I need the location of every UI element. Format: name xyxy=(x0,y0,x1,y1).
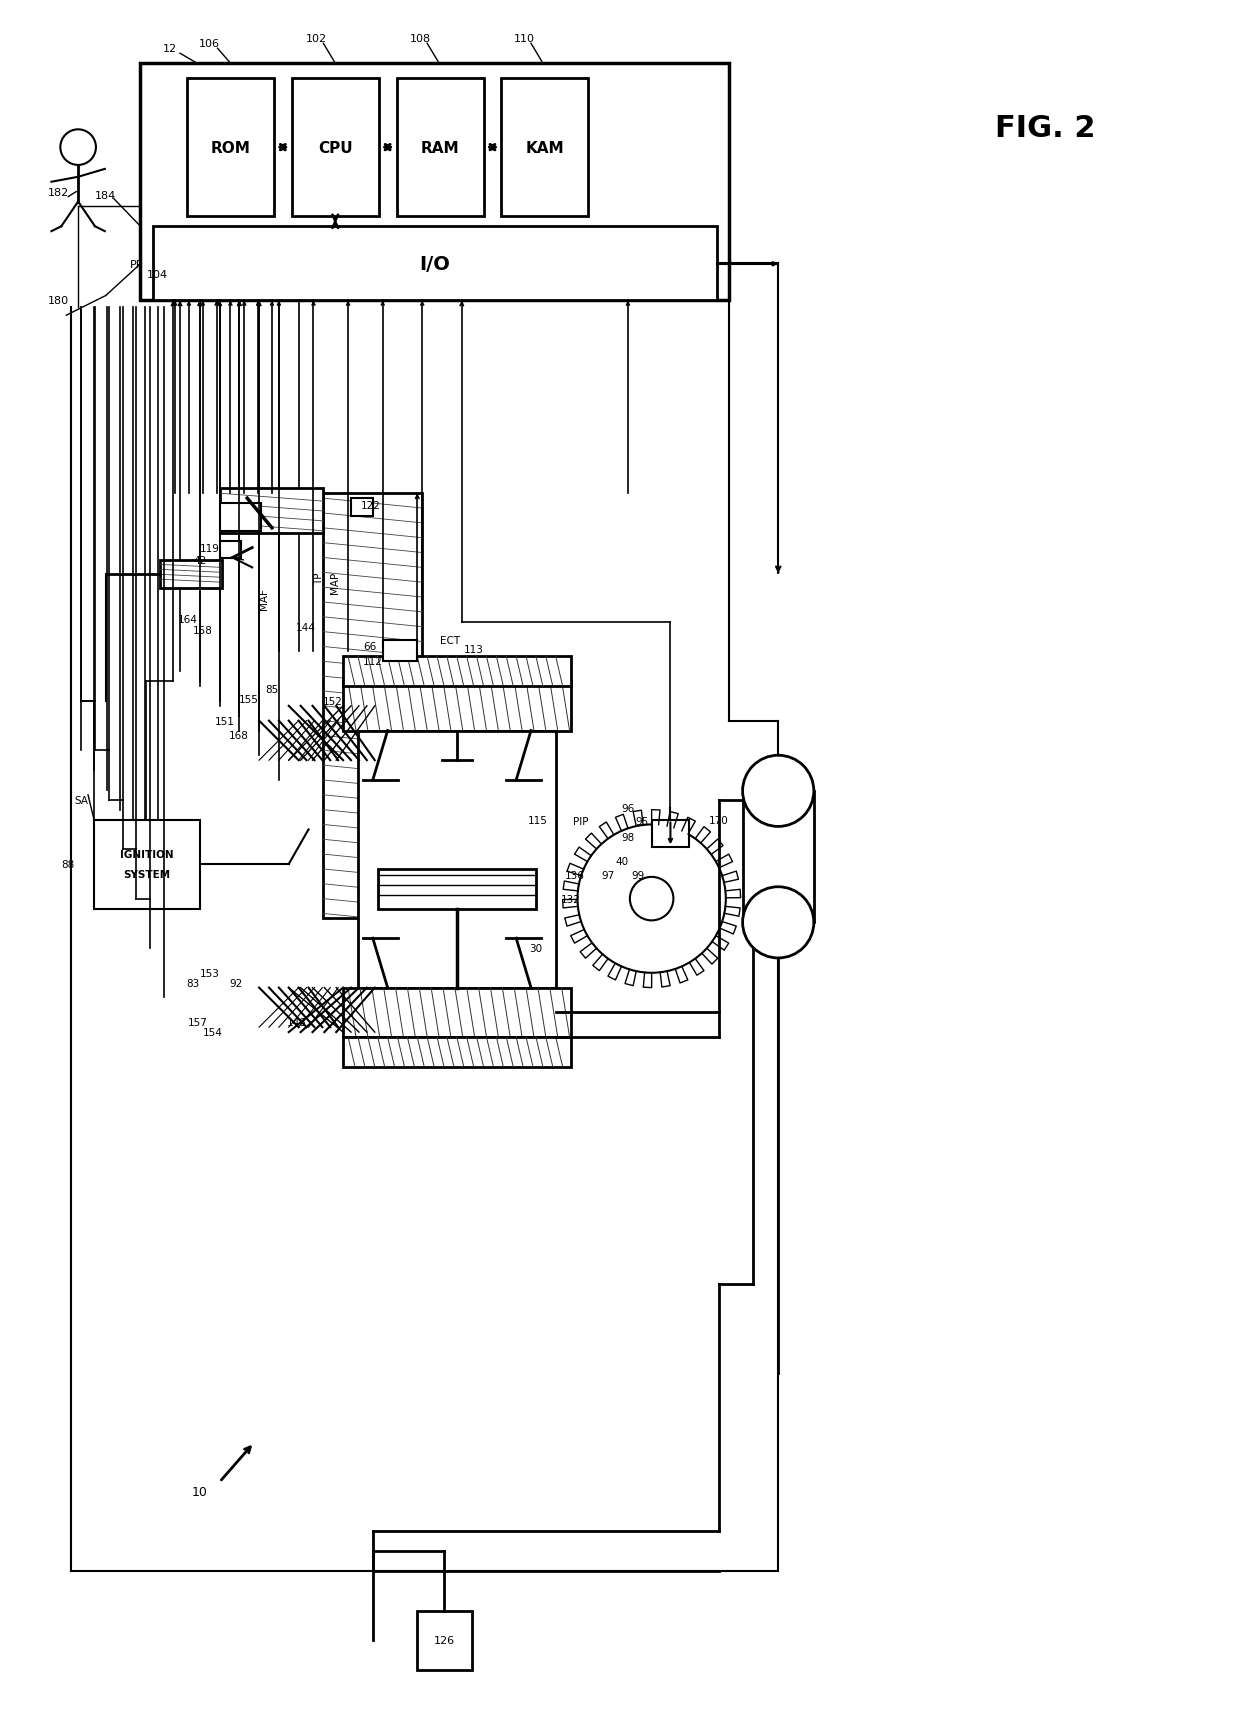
Circle shape xyxy=(630,877,673,920)
Circle shape xyxy=(61,130,95,166)
Text: 180: 180 xyxy=(48,296,69,306)
Text: 92: 92 xyxy=(229,977,243,988)
Text: 85: 85 xyxy=(265,685,279,694)
Bar xyxy=(743,791,813,922)
Text: RAM: RAM xyxy=(420,140,459,156)
Bar xyxy=(94,820,200,908)
Text: ECT: ECT xyxy=(440,635,460,645)
Text: 95: 95 xyxy=(635,817,649,827)
Bar xyxy=(351,498,373,517)
Bar xyxy=(160,561,222,588)
Bar xyxy=(343,682,570,732)
Text: 113: 113 xyxy=(464,645,484,656)
Text: PP: PP xyxy=(130,260,144,270)
Bar xyxy=(154,227,717,301)
Text: IGNITION: IGNITION xyxy=(120,849,174,860)
Bar xyxy=(187,80,274,218)
Bar xyxy=(343,988,570,1038)
Text: 182: 182 xyxy=(47,187,69,197)
Text: 96: 96 xyxy=(621,803,635,813)
Text: 152: 152 xyxy=(324,697,343,706)
Text: 10: 10 xyxy=(192,1486,207,1498)
Text: 40: 40 xyxy=(615,856,629,867)
Text: 110: 110 xyxy=(513,35,534,45)
Text: SYSTEM: SYSTEM xyxy=(123,870,170,879)
Text: 104: 104 xyxy=(146,270,167,280)
Bar xyxy=(219,541,242,559)
Text: PIP: PIP xyxy=(573,817,588,827)
Bar xyxy=(358,732,556,988)
Circle shape xyxy=(578,825,725,974)
Text: 115: 115 xyxy=(528,815,548,825)
Text: 98: 98 xyxy=(621,832,635,843)
Text: 30: 30 xyxy=(529,943,543,953)
Text: 184: 184 xyxy=(95,190,117,201)
Bar xyxy=(324,495,423,919)
Text: 132: 132 xyxy=(560,894,580,905)
Bar xyxy=(383,640,418,663)
Text: ROM: ROM xyxy=(211,140,250,156)
Text: 122: 122 xyxy=(361,500,381,510)
Text: TP: TP xyxy=(315,571,325,585)
Text: SA: SA xyxy=(74,796,88,804)
Text: MAP: MAP xyxy=(330,571,340,593)
Bar xyxy=(343,1038,570,1067)
Bar xyxy=(219,503,262,531)
Bar xyxy=(652,820,689,848)
Text: 66: 66 xyxy=(363,642,377,652)
Text: 158: 158 xyxy=(192,625,213,635)
Circle shape xyxy=(743,887,813,958)
Text: 148: 148 xyxy=(286,1017,306,1028)
Text: 119: 119 xyxy=(200,543,219,554)
Text: 88: 88 xyxy=(62,860,74,870)
Text: 108: 108 xyxy=(409,35,430,45)
Bar xyxy=(219,490,324,533)
Text: 157: 157 xyxy=(187,1017,208,1028)
Bar xyxy=(343,657,570,687)
Text: 170: 170 xyxy=(709,815,729,825)
Text: 155: 155 xyxy=(239,694,259,704)
Text: 99: 99 xyxy=(631,870,645,881)
Text: 136: 136 xyxy=(564,870,584,881)
Bar xyxy=(378,870,536,908)
Circle shape xyxy=(743,756,813,827)
Text: 42: 42 xyxy=(193,555,206,566)
Bar xyxy=(291,80,378,218)
Text: 144: 144 xyxy=(295,623,315,633)
Text: 106: 106 xyxy=(200,40,221,48)
Text: 168: 168 xyxy=(228,732,248,740)
Text: 112: 112 xyxy=(363,657,383,668)
Text: 164: 164 xyxy=(179,614,198,625)
Text: 126: 126 xyxy=(434,1635,455,1645)
Text: FIG. 2: FIG. 2 xyxy=(994,114,1095,144)
Text: 12: 12 xyxy=(162,45,177,54)
Bar xyxy=(418,1611,471,1669)
Bar xyxy=(501,80,588,218)
Text: 153: 153 xyxy=(200,969,219,977)
Text: 97: 97 xyxy=(601,870,615,881)
Bar xyxy=(140,64,729,301)
Text: 102: 102 xyxy=(306,35,327,45)
Text: 83: 83 xyxy=(186,977,200,988)
Text: MAF: MAF xyxy=(259,588,269,609)
Text: KAM: KAM xyxy=(526,140,564,156)
Text: 154: 154 xyxy=(202,1028,222,1038)
Text: I/O: I/O xyxy=(419,254,450,273)
Text: 151: 151 xyxy=(215,716,234,727)
Bar xyxy=(397,80,484,218)
Text: CPU: CPU xyxy=(317,140,352,156)
